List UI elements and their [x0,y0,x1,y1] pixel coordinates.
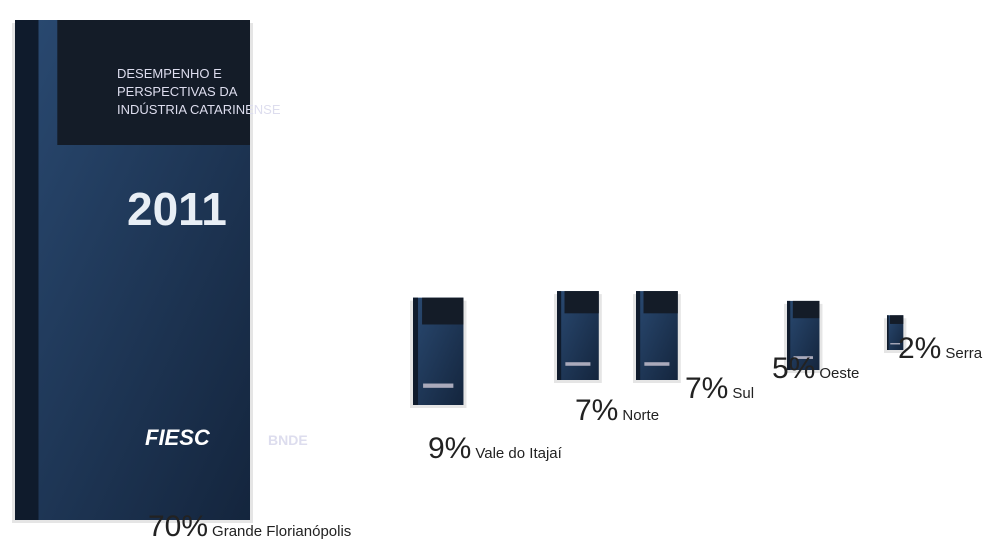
book [12,20,253,523]
value-label: 2% Serra [898,332,983,365]
book [410,297,467,408]
book [554,291,602,383]
cover-title: PERSPECTIVAS DA [117,84,238,99]
logo-bnde: BNDE [268,432,308,448]
percent: 70% [148,510,208,543]
percent: 5% [772,352,815,385]
category: Sul [732,385,754,402]
value-label: 70% Grande Florianópolis [148,510,351,543]
logo-fiesc: FIESC [145,425,211,450]
book-top-band [643,291,678,314]
value-label: 5% Oeste [772,352,859,385]
cover-title: INDÚSTRIA CATARINENSE [117,102,281,117]
book-spine [413,297,419,405]
category: Oeste [819,365,859,382]
book-spine [887,315,889,350]
book-spine [557,291,562,380]
value-label: 7% Sul [685,372,754,405]
book [633,291,681,383]
book-mini-logo [793,356,813,359]
book-spine [15,20,39,520]
book-mini-logo [565,362,591,366]
value-label: 7% Norte [575,394,659,427]
category: Vale do Itajaí [475,445,562,462]
book [784,300,823,373]
category: Grande Florianópolis [212,523,351,540]
book-top-band [57,20,250,145]
cover-year: 2011 [127,183,227,235]
percent: 7% [685,372,728,405]
book-top-band [564,291,599,314]
book-mini-logo [644,362,670,366]
percent: 9% [428,432,471,465]
percent: 7% [575,394,618,427]
book [884,315,907,353]
book-top-band [889,315,904,324]
book-top-band [792,300,820,319]
book-spine [636,291,641,380]
book-mini-logo [890,343,901,345]
category: Norte [622,407,659,424]
book-mini-logo [423,383,454,388]
cover-title: DESEMPENHO E [117,66,222,81]
book-spine [787,300,791,370]
category: Serra [945,345,982,362]
value-label: 9% Vale do Itajaí [428,432,563,465]
book-top-band [422,297,464,325]
percent: 2% [898,332,941,365]
